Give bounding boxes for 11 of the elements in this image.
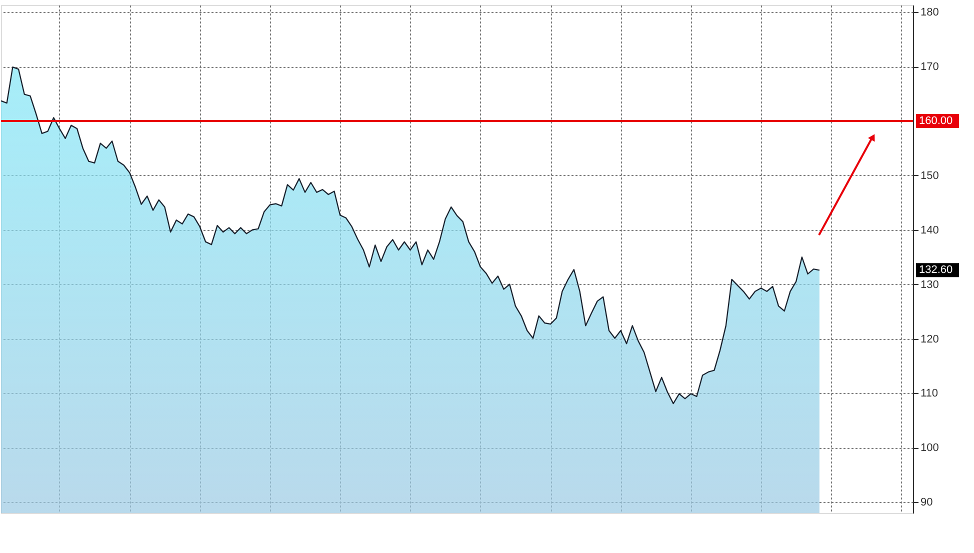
- ref-line-label: 160.00: [919, 114, 953, 127]
- y-tick-label: 140: [920, 224, 939, 236]
- y-tick-label: 120: [920, 333, 939, 346]
- y-tick-label: 110: [920, 388, 938, 400]
- annotation: 132.60: [919, 264, 953, 276]
- y-tick-label: 180: [920, 6, 939, 19]
- y-tick-label: 150: [920, 170, 939, 182]
- y-tick-label: 100: [920, 442, 939, 454]
- y-tick-label: 130: [920, 278, 939, 291]
- y-tick-label: 90: [920, 496, 933, 509]
- y-tick-label: 170: [920, 61, 939, 74]
